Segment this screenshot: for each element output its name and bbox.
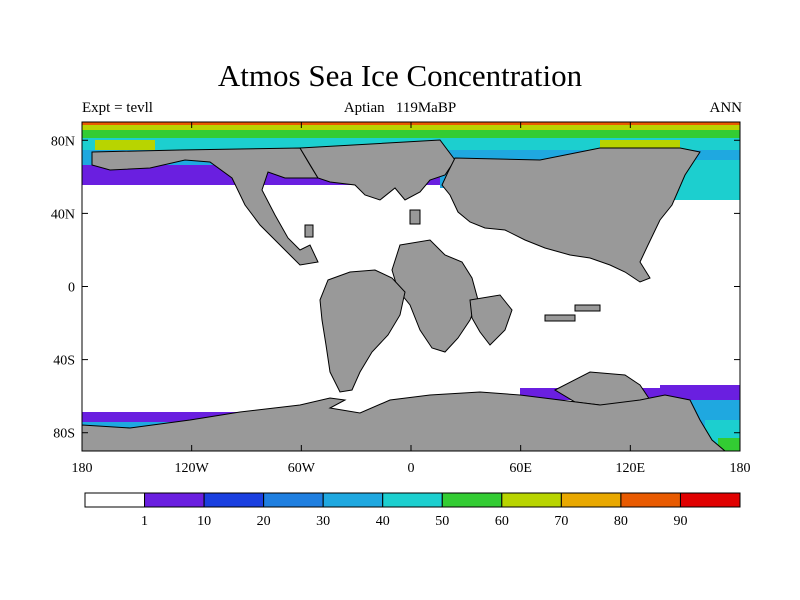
map-panel: [82, 122, 740, 451]
colorbar-label: 40: [376, 514, 390, 529]
lon-label: 120E: [616, 461, 646, 476]
land-masses: [82, 139, 726, 451]
plot-subtitle: Aptian 119MaBP: [343, 100, 457, 116]
colorbar-swatch: [620, 492, 681, 508]
lat-label: 80N: [51, 134, 75, 149]
colorbar-label: 50: [435, 514, 449, 529]
colorbar-label: 80: [614, 514, 628, 529]
lon-label: 120W: [175, 461, 210, 476]
colorbar-swatch: [501, 492, 562, 508]
colorbar-swatch: [441, 492, 503, 508]
lat-label: 40S: [53, 354, 75, 369]
colorbar-swatch: [203, 492, 265, 508]
axis-ticks: [81, 122, 741, 451]
colorbar-label: 1: [141, 514, 148, 529]
lon-label: 180: [72, 461, 93, 476]
colorbar-swatch: [144, 492, 205, 508]
experiment-label: Expt = tevll: [82, 100, 153, 116]
axis-labels: 80N 40N 0 40S 80S 180 120W 60W 0 60E 120E 180: [51, 134, 751, 476]
colorbar-swatch: [679, 492, 741, 508]
lat-label: 0: [68, 281, 75, 296]
lon-label: 0: [408, 461, 415, 476]
lon-label: 60E: [509, 461, 532, 476]
colorbar: 1 10 20 30 40 50 60 70 80 90: [84, 492, 741, 529]
lon-label: 60W: [288, 461, 316, 476]
season-label: ANN: [709, 100, 743, 116]
colorbar-swatch: [263, 492, 324, 508]
colorbar-swatch: [322, 492, 384, 508]
lat-label: 80S: [53, 427, 75, 442]
colorbar-label: 10: [197, 514, 211, 529]
colorbar-swatch: [84, 492, 146, 508]
colorbar-label: 60: [495, 514, 509, 529]
colorbar-label: 20: [257, 514, 271, 529]
plot-title: Atmos Sea Ice Concentration: [217, 58, 583, 93]
lon-label: 180: [730, 461, 751, 476]
lat-label: 40N: [51, 207, 75, 222]
colorbar-label: 90: [673, 514, 687, 529]
colorbar-label: 30: [316, 514, 330, 529]
colorbar-label: 70: [554, 514, 568, 529]
colorbar-swatch: [382, 492, 443, 508]
colorbar-swatch: [560, 492, 622, 508]
